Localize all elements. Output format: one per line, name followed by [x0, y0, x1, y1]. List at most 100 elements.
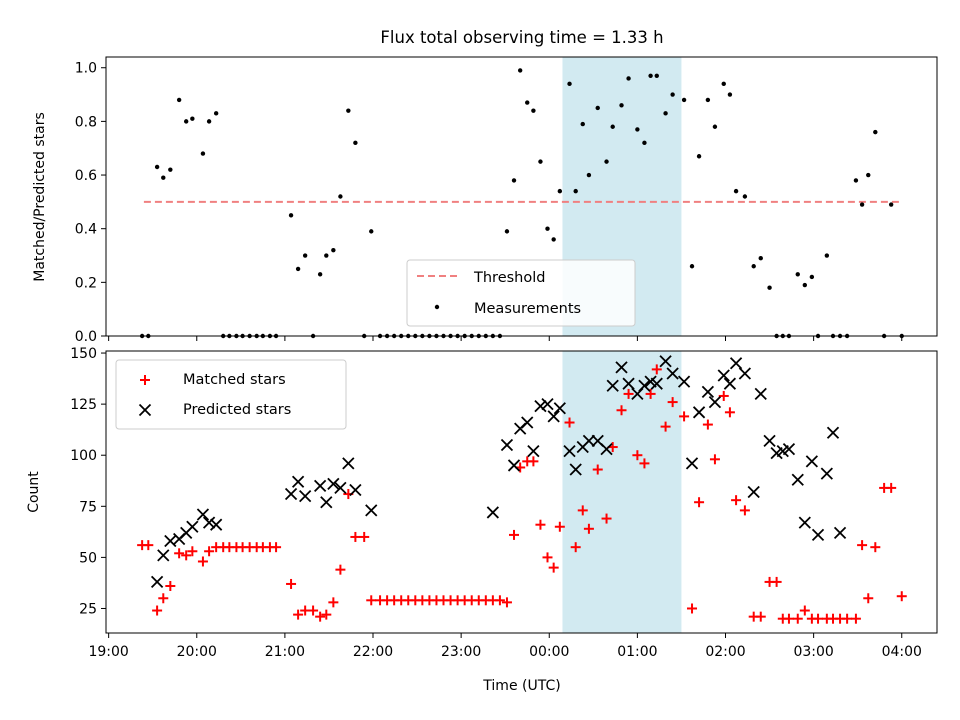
matched-star-point	[197, 556, 208, 567]
matched-star-point	[679, 411, 690, 422]
matched-star-point	[501, 597, 512, 608]
predicted-star-point	[833, 526, 847, 540]
legend-matched-label: Matched stars	[183, 372, 286, 388]
predicted-star-point	[202, 516, 216, 529]
matched-star-point	[660, 421, 671, 432]
matched-star-point	[535, 519, 546, 530]
y-tick-label: 50	[79, 550, 97, 566]
measurement-point	[557, 188, 563, 194]
matched-star-point	[783, 613, 794, 624]
matched-star-point	[616, 405, 627, 416]
top-panel: 0.0 0.2 0.4 0.6 0.8 1.0 Matched/Predicted sta…	[32, 56, 938, 345]
predicted-star-point	[196, 508, 210, 521]
bottom-highlight-span	[562, 351, 682, 633]
matched-star-point	[359, 531, 370, 542]
predicted-star-point	[820, 467, 833, 480]
matched-star-point	[315, 611, 326, 622]
measurement-point	[288, 213, 294, 218]
measurement-point	[705, 97, 711, 103]
measurement-point	[663, 111, 668, 116]
predicted-star-point	[157, 549, 170, 562]
measurement-point	[586, 172, 592, 178]
predicted-star-point	[659, 355, 672, 368]
measurement-point	[324, 253, 329, 258]
top-y-axis-label: Matched/Predicted stars	[32, 112, 48, 282]
top-y-ticks: 0.0 0.2 0.4 0.6 0.8 1.0	[75, 61, 106, 345]
predicted-star-point	[210, 518, 223, 531]
measurement-point	[338, 194, 343, 199]
measurement-point	[517, 68, 523, 73]
measurement-point	[200, 151, 206, 156]
measurement-point	[888, 202, 894, 207]
matched-star-point	[577, 505, 588, 516]
measurement-point	[670, 92, 675, 97]
predicted-star-point	[685, 457, 699, 470]
y-tick-label: 0.4	[75, 222, 97, 238]
x-tick-label: 01:00	[617, 644, 657, 660]
matched-star-point	[158, 593, 169, 604]
matched-star-point	[542, 552, 553, 563]
predicted-star-point	[826, 426, 840, 439]
measurement-point	[767, 285, 772, 290]
predicted-star-point	[638, 379, 651, 392]
legend-matched-swatch	[140, 375, 150, 385]
measurement-point	[302, 253, 308, 258]
legend-matched-marker	[140, 375, 150, 385]
matched-star-point	[813, 613, 824, 624]
predicted-star-point	[349, 483, 362, 497]
measurement-point	[689, 264, 695, 269]
measurement-point	[696, 154, 702, 159]
y-tick-label: 125	[70, 397, 97, 413]
predicted-star-point	[650, 377, 663, 390]
matched-star-point	[639, 458, 650, 469]
predicted-star-point	[150, 575, 164, 589]
matched-star-point	[799, 605, 810, 616]
legend-predicted-swatch	[138, 403, 152, 417]
legend-predicted-label: Predicted stars	[183, 402, 291, 418]
matched-star-point	[850, 613, 861, 624]
predicted-star-point	[738, 367, 752, 380]
measurement-point	[648, 73, 653, 78]
measurement-point	[183, 119, 189, 124]
matched-star-point	[687, 603, 698, 614]
x-tick-label: 20:00	[177, 644, 217, 660]
matched-star-point	[792, 613, 803, 624]
measurement-point	[295, 266, 301, 272]
measurement-point	[824, 253, 830, 258]
matched-star-point	[731, 495, 742, 506]
x-tick-label: 04:00	[882, 644, 922, 660]
predicted-star-point	[527, 444, 540, 458]
predicted-star-point	[717, 369, 730, 382]
measurement-point	[742, 194, 748, 199]
matched-star-point	[709, 454, 720, 465]
measurement-point	[733, 188, 739, 194]
matched-star-point	[286, 578, 297, 589]
predicted-star-point	[534, 400, 547, 413]
predicted-star-point	[299, 489, 312, 503]
measurement-point	[610, 124, 615, 129]
y-tick-label: 0.0	[75, 329, 97, 345]
predicted-star-point	[708, 395, 722, 409]
x-tick-label: 03:00	[793, 644, 833, 660]
measurement-point	[853, 178, 859, 183]
predicted-star-point	[600, 442, 613, 456]
y-tick-label: 25	[79, 601, 97, 617]
matched-star-point	[509, 529, 520, 540]
measurement-point	[809, 274, 815, 280]
y-tick-label: 100	[70, 448, 97, 464]
measurement-point	[681, 97, 687, 103]
legend-predicted-marker	[138, 403, 152, 417]
predicted-star-point	[615, 361, 628, 374]
x-tick-label: 19:00	[88, 644, 128, 660]
y-tick-label: 1.0	[75, 61, 97, 77]
measurement-point	[604, 159, 609, 164]
predicted-star-point	[500, 438, 514, 452]
predicted-star-point	[320, 496, 333, 509]
legend-threshold-label: Threshold	[473, 270, 545, 286]
y-tick-label: 0.8	[75, 114, 97, 130]
predicted-star-point	[186, 520, 199, 533]
measurement-point	[504, 229, 510, 234]
measurement-point	[721, 81, 726, 87]
predicted-star-point	[521, 416, 534, 429]
x-tick-label: 00:00	[529, 644, 569, 660]
